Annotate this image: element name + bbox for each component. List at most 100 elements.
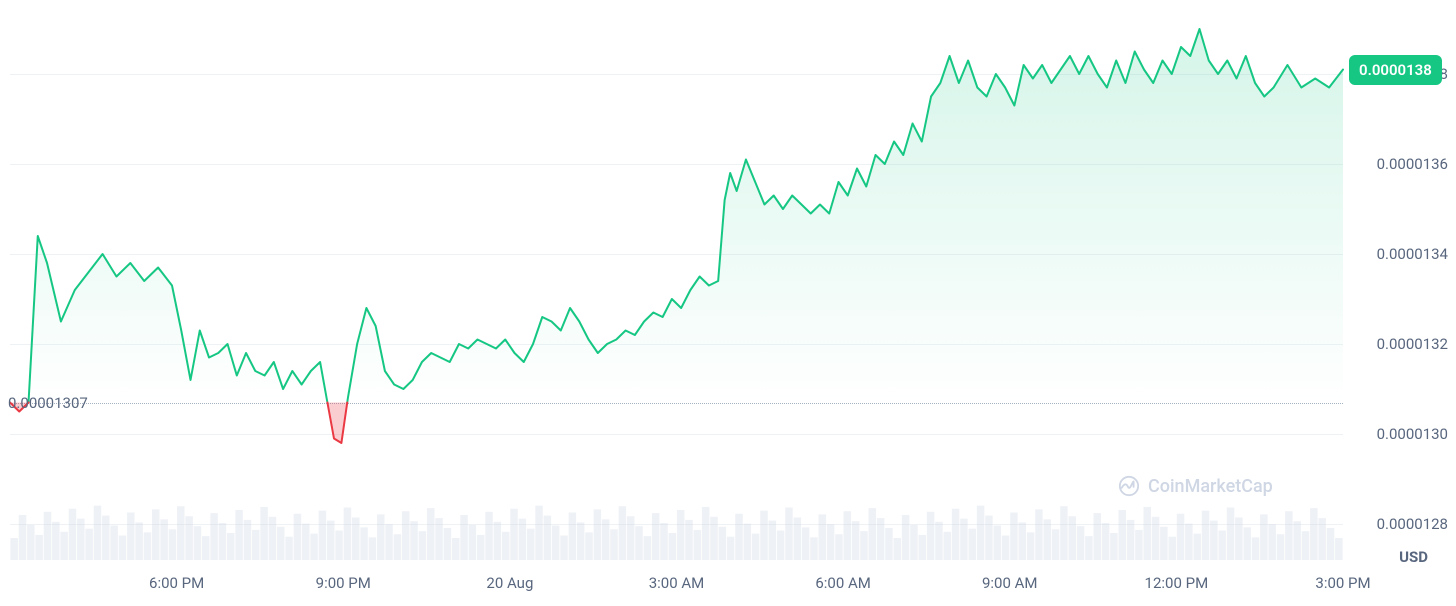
volume-bar (727, 537, 734, 560)
volume-bar (844, 511, 851, 560)
volume-bar (644, 536, 651, 560)
volume-bar (1193, 534, 1200, 560)
volume-bar (1135, 530, 1142, 560)
volume-bar (385, 524, 392, 560)
volume-bar (1243, 527, 1250, 560)
volume-bar (760, 511, 767, 560)
volume-bar (752, 534, 759, 560)
volume-bar (735, 514, 742, 560)
volume-bar (794, 517, 801, 560)
volume-bar (435, 518, 442, 560)
area-up (10, 29, 1343, 403)
volume-bar (1018, 522, 1025, 560)
volume-bar (319, 511, 326, 560)
volume-bar (677, 510, 684, 560)
volume-bar (577, 522, 584, 560)
volume-bar (852, 521, 859, 560)
volume-bar (1327, 528, 1334, 560)
volume-bar (1185, 524, 1192, 560)
watermark: CoinMarketCap (1118, 475, 1273, 497)
currency-label: USD (1399, 548, 1428, 566)
volume-bar (1260, 514, 1267, 560)
volume-bar (60, 532, 67, 560)
y-tick-label: 0.0000128 (1353, 515, 1448, 533)
volume-bar (802, 527, 809, 560)
volume-bar (744, 524, 751, 560)
volume-bar (669, 533, 676, 560)
volume-bar (1218, 531, 1225, 560)
volume-bar (927, 512, 934, 560)
volume-bar (877, 518, 884, 560)
volume-bar (260, 507, 267, 560)
x-tick-label: 9:00 AM (982, 574, 1038, 592)
x-tick-label: 12:00 PM (1145, 574, 1209, 592)
volume-bar (969, 529, 976, 560)
volume-bar (777, 531, 784, 560)
volume-bar (1060, 506, 1067, 560)
volume-bar (869, 508, 876, 560)
volume-bar (1160, 527, 1167, 560)
volume-bar (519, 519, 526, 560)
volume-bar (135, 522, 142, 560)
volume-bar (827, 524, 834, 560)
volume-bar (619, 506, 626, 560)
volume-bar (1310, 508, 1317, 560)
volume-bar (1035, 509, 1042, 560)
volume-bar (10, 538, 17, 560)
volume-bar (560, 536, 567, 560)
volume-bar (977, 506, 984, 560)
volume-bar (894, 538, 901, 560)
volume-bar (27, 525, 34, 560)
volume-bar (235, 510, 242, 560)
volume-bar (535, 506, 542, 560)
volume-bar (1335, 538, 1342, 560)
volume-bar (44, 512, 51, 560)
volume-bar (1285, 511, 1292, 560)
volume-bar (552, 526, 559, 560)
volume-bar (544, 516, 551, 560)
volume-bar (710, 517, 717, 560)
volume-bar (502, 532, 509, 560)
volume-bar (1085, 536, 1092, 560)
volume-bar (1227, 507, 1234, 560)
volume-bar (177, 506, 184, 560)
x-tick-label: 3:00 AM (649, 574, 705, 592)
volume-bar (1202, 511, 1209, 560)
volume-bar (585, 532, 592, 560)
volume-bar (1293, 521, 1300, 560)
volume-bar (985, 516, 992, 560)
x-tick-label: 3:00 PM (1315, 574, 1370, 592)
volume-bar (685, 520, 692, 560)
volume-bar (960, 519, 967, 560)
volume-bar (1118, 510, 1125, 560)
volume-bar (277, 527, 284, 560)
volume-bar (360, 527, 367, 560)
volume-bar (652, 513, 659, 560)
volume-bar (1168, 537, 1175, 560)
watermark-text: CoinMarketCap (1148, 476, 1273, 497)
volume-bar (302, 524, 309, 560)
volume-bar (694, 530, 701, 560)
volume-bar (219, 523, 226, 560)
volume-bar (144, 532, 151, 560)
volume-bar (460, 515, 467, 560)
current-price-badge: 0.0000138 (1349, 55, 1442, 85)
volume-bar (252, 530, 259, 560)
volume-bar (35, 535, 42, 560)
volume-bar (202, 536, 209, 560)
volume-bar (1002, 536, 1009, 560)
volume-bar (69, 509, 76, 560)
volume-bar (1102, 523, 1109, 560)
volume-bar (1235, 517, 1242, 560)
x-tick-label: 20 Aug (486, 574, 533, 592)
volume-bar (377, 514, 384, 560)
chart-container: 6:00 PM9:00 PM20 Aug3:00 AM6:00 AM9:00 A… (0, 0, 1456, 606)
volume-bar (1077, 526, 1084, 560)
volume-bar (335, 531, 342, 560)
volume-bar (1268, 524, 1275, 560)
y-tick-label: 0.0000130 (1353, 425, 1448, 443)
volume-bar (1152, 517, 1159, 560)
volume-bar (910, 525, 917, 560)
volume-bar (352, 517, 359, 560)
volume-bar (952, 509, 959, 560)
